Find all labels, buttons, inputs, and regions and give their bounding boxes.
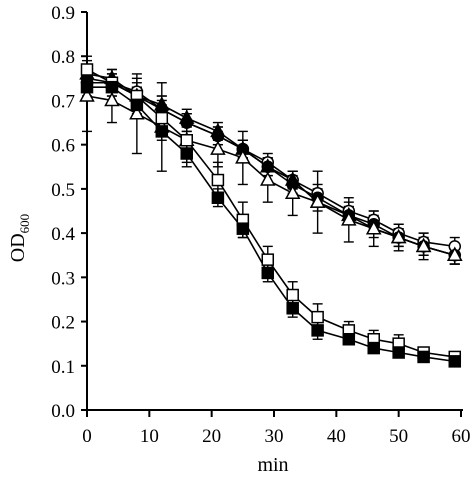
series-line-open-square [86, 68, 455, 358]
y-tick-label: 0.2 [51, 313, 75, 334]
point-open-square [211, 173, 225, 187]
y-tick-label: 0.3 [51, 268, 75, 289]
point-open-triangle [129, 105, 145, 120]
point-open-triangle [210, 140, 226, 155]
y-ticks: 0.0 0.1 0.2 0.3 0.4 0.5 0.6 0.7 0.8 0.9 [51, 3, 87, 422]
y-axis-title-main: OD [7, 233, 29, 262]
point-open-triangle [415, 237, 432, 253]
markers-filled-square [80, 80, 462, 368]
point-open-square [180, 133, 193, 147]
y-tick-label: 0.8 [51, 47, 75, 68]
point-open-square [261, 253, 275, 266]
point-open-triangle [79, 87, 95, 102]
point-filled-square [367, 341, 380, 355]
y-tick-label: 0.6 [51, 136, 75, 157]
point-open-triangle [284, 184, 301, 200]
y-tick-label: 0.7 [51, 91, 75, 112]
y-axis-title-subscript: 600 [17, 214, 32, 234]
point-filled-square [180, 147, 193, 160]
error-bars-filled-square [82, 77, 460, 367]
point-filled-triangle [178, 109, 195, 124]
point-filled-square [211, 191, 225, 204]
y-tick-label: 0.1 [51, 357, 75, 378]
y-axis-title: OD600 [7, 214, 32, 262]
point-open-square [155, 111, 169, 125]
x-tick-label: 30 [265, 426, 284, 447]
x-tick-label: 50 [389, 426, 408, 447]
y-tick-label: 0.9 [51, 3, 75, 24]
point-open-triangle [235, 149, 251, 164]
point-filled-square [448, 355, 462, 368]
point-filled-square [286, 302, 299, 315]
x-axis-title: min [257, 454, 288, 476]
y-tick-label: 0.4 [51, 224, 75, 245]
point-open-triangle [447, 246, 463, 261]
x-tick-label: 0 [82, 426, 92, 447]
point-open-triangle [309, 193, 326, 208]
point-filled-square [236, 222, 250, 235]
point-open-triangle [341, 211, 357, 226]
y-tick-label: 0.0 [51, 401, 75, 422]
point-filled-square [342, 332, 356, 346]
plot-area [79, 55, 463, 368]
point-filled-square [130, 98, 144, 112]
point-filled-square [105, 80, 119, 94]
point-open-triangle [260, 171, 276, 186]
point-open-triangle [390, 228, 407, 244]
markers-open-triangle [79, 87, 463, 261]
point-filled-triangle [210, 122, 226, 138]
x-tick-label: 10 [140, 426, 159, 447]
point-filled-square [392, 346, 405, 359]
x-tick-label: 20 [202, 426, 221, 447]
point-filled-square [261, 266, 275, 280]
point-open-triangle [365, 220, 382, 235]
point-filled-square [80, 80, 94, 94]
point-filled-square [311, 324, 324, 337]
x-ticks: 0 10 20 30 40 50 60 [82, 410, 471, 447]
point-filled-square [155, 125, 169, 138]
x-tick-label: 60 [452, 426, 471, 447]
point-filled-square [417, 350, 430, 364]
point-open-square [80, 63, 94, 76]
point-open-square [311, 310, 324, 324]
point-open-triangle [104, 91, 120, 107]
point-filled-triangle [154, 96, 170, 111]
axes: 0.0 0.1 0.2 0.3 0.4 0.5 0.6 0.7 0.8 0.9 0 10 20 30 40… [51, 3, 470, 447]
point-open-square [286, 288, 299, 302]
y-tick-label: 0.5 [51, 180, 75, 201]
x-tick-label: 40 [327, 426, 346, 447]
